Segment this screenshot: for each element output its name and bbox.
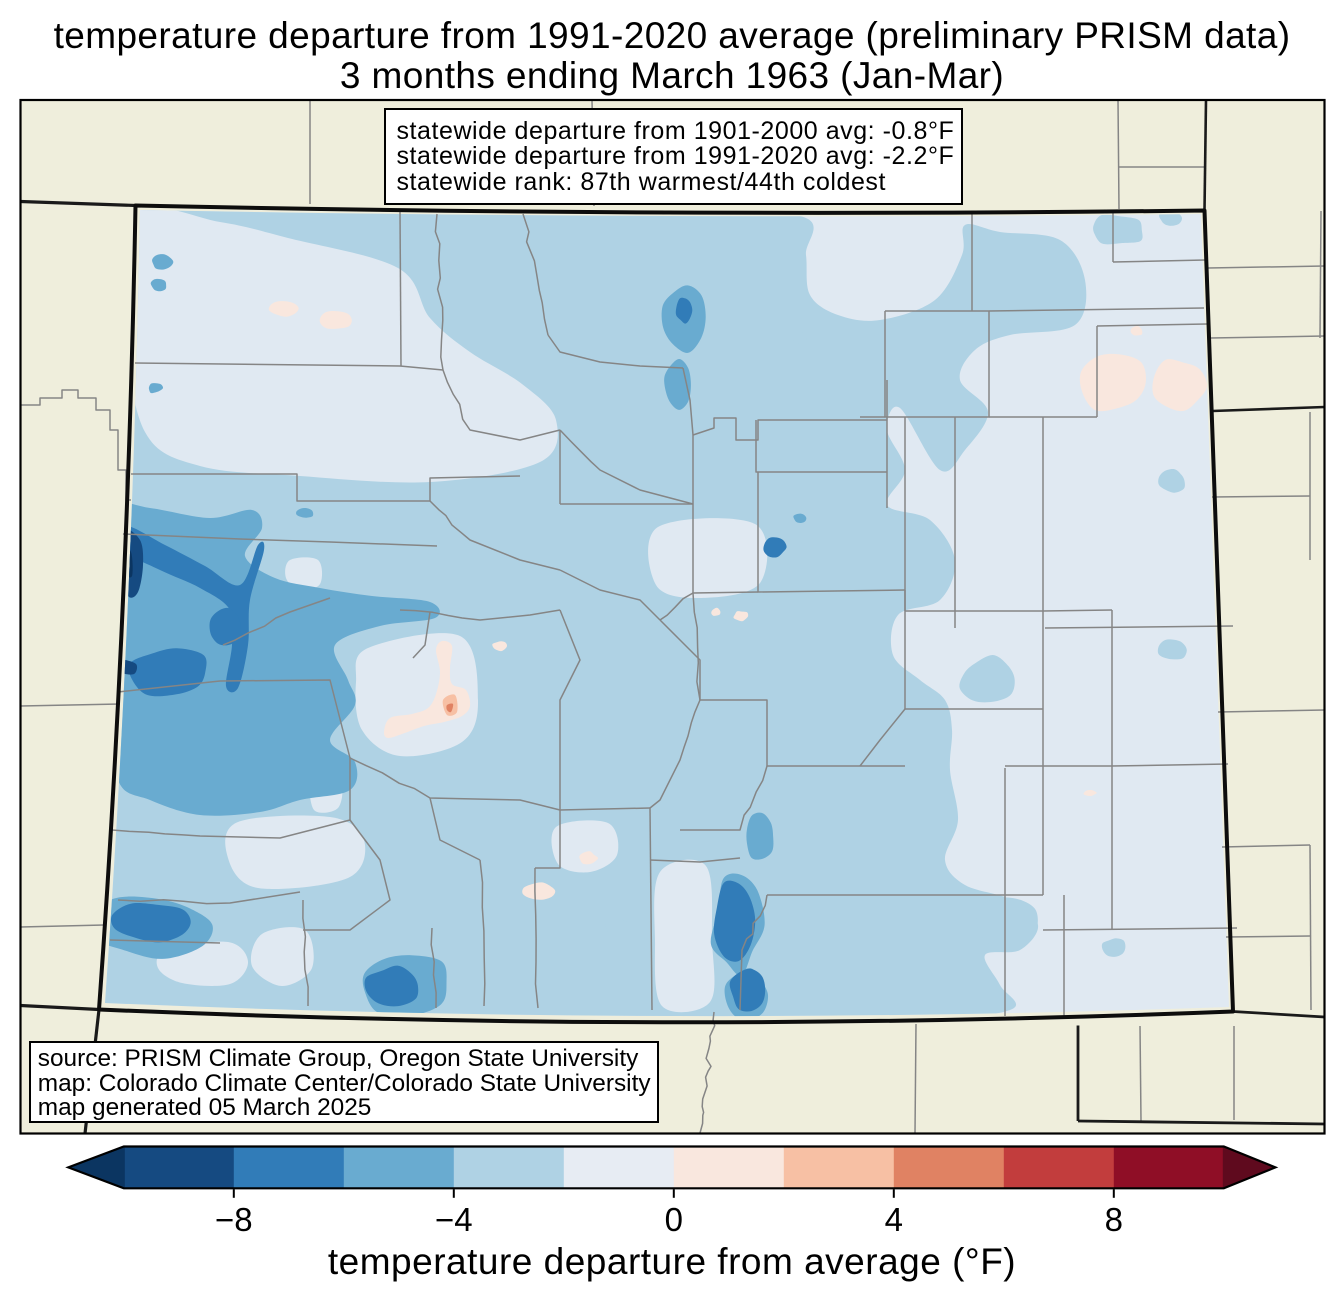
svg-text:−8: −8	[215, 1201, 253, 1238]
svg-text:8: 8	[1105, 1201, 1123, 1238]
svg-text:temperature departure from ave: temperature departure from average (°F)	[328, 1241, 1016, 1282]
svg-text:−4: −4	[435, 1201, 473, 1238]
svg-text:4: 4	[885, 1201, 903, 1238]
svg-text:0: 0	[665, 1201, 683, 1238]
